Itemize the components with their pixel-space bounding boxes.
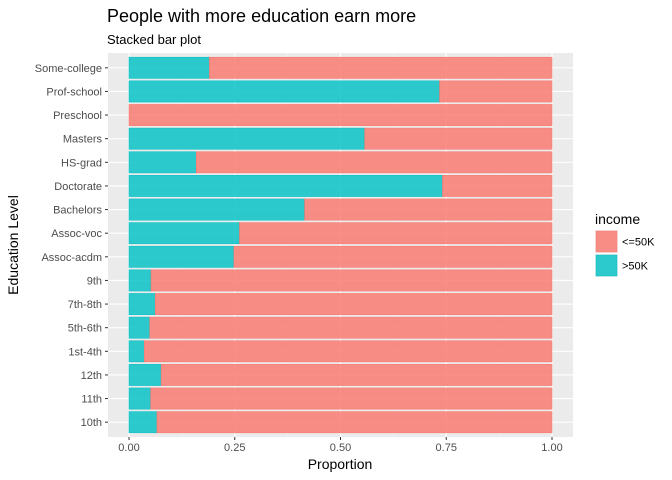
bar-le50k-preschool	[128, 104, 553, 126]
y-tick-label: Assoc-acdm	[41, 252, 102, 264]
bar-le50k-masters	[364, 127, 553, 150]
y-tick-label: HS-grad	[61, 157, 102, 169]
bar-gt50k-10th	[128, 411, 158, 434]
chart-subtitle: Stacked bar plot	[107, 32, 201, 47]
bar-le50k-7th-8th	[154, 293, 553, 315]
y-tick-label: 7th-8th	[68, 299, 102, 311]
x-tick-label: 0.00	[118, 442, 139, 454]
bar-gt50k-5th-6th	[128, 316, 150, 339]
y-tick-label: 12th	[81, 370, 102, 382]
legend-label: >50K	[622, 261, 649, 273]
bar-gt50k-assoc-acdm	[128, 245, 235, 268]
x-tick-label: 0.50	[330, 442, 351, 454]
bar-le50k-5th-6th	[149, 316, 553, 339]
x-tick-label: 1.00	[541, 442, 562, 454]
bar-le50k-9th	[150, 269, 553, 292]
y-axis-title: Education Level	[5, 195, 21, 295]
y-tick-label: Assoc-voc	[51, 228, 102, 240]
bar-le50k-hs-grad	[196, 151, 553, 174]
x-axis-title: Proportion	[308, 456, 373, 472]
bar-le50k-11th	[150, 387, 553, 410]
x-tick-label: 0.25	[224, 442, 245, 454]
bar-gt50k-masters	[128, 127, 365, 150]
chart-title: People with more education earn more	[107, 6, 416, 26]
bar-gt50k-1st-4th	[128, 340, 145, 363]
bar-le50k-assoc-voc	[239, 222, 553, 245]
bar-gt50k-11th	[128, 387, 151, 410]
bar-le50k-1st-4th	[143, 340, 553, 363]
x-tick-label: 0.75	[436, 442, 457, 454]
bar-le50k-assoc-acdm	[233, 245, 553, 268]
bar-gt50k-prof-school	[128, 80, 440, 103]
legend-label: <=50K	[622, 237, 655, 249]
legend-swatch	[595, 230, 618, 253]
y-tick-label: 5th-6th	[68, 323, 102, 335]
bar-gt50k-doctorate	[128, 175, 443, 197]
y-tick-label: 9th	[87, 275, 102, 287]
bar-gt50k-bachelors	[128, 198, 305, 221]
bar-gt50k-7th-8th	[128, 293, 156, 315]
y-axis: 10th 11th 12th 1st-4th 5th-6th 7th-8th 9th Asso…	[35, 63, 108, 429]
bar-le50k-doctorate	[442, 175, 553, 197]
bar-le50k-12th	[160, 364, 553, 386]
y-tick-label: 1st-4th	[68, 346, 102, 358]
y-tick-label: Bachelors	[53, 205, 102, 217]
y-tick-label: Preschool	[53, 110, 102, 122]
x-axis: 0.00 0.25 0.50 0.75 1.00	[118, 437, 563, 454]
legend-swatch	[595, 254, 618, 277]
bar-gt50k-some-college	[128, 56, 210, 79]
bar-le50k-some-college	[209, 56, 553, 79]
bar-gt50k-hs-grad	[128, 151, 197, 174]
y-tick-label: Some-college	[35, 63, 102, 75]
bars	[128, 56, 553, 434]
y-tick-label: Masters	[63, 134, 103, 146]
legend-title: income	[595, 211, 640, 227]
y-tick-label: Doctorate	[54, 181, 102, 193]
bar-le50k-10th	[156, 411, 553, 434]
bar-le50k-prof-school	[439, 80, 553, 103]
bar-gt50k-9th	[128, 269, 152, 292]
legend: income <=50K >50K	[595, 211, 655, 277]
y-tick-label: 11th	[81, 394, 102, 406]
bar-le50k-bachelors	[304, 198, 553, 221]
bar-gt50k-12th	[128, 364, 162, 386]
y-tick-label: 10th	[81, 417, 102, 429]
bar-gt50k-assoc-voc	[128, 222, 240, 245]
y-tick-label: Prof-school	[46, 86, 102, 98]
